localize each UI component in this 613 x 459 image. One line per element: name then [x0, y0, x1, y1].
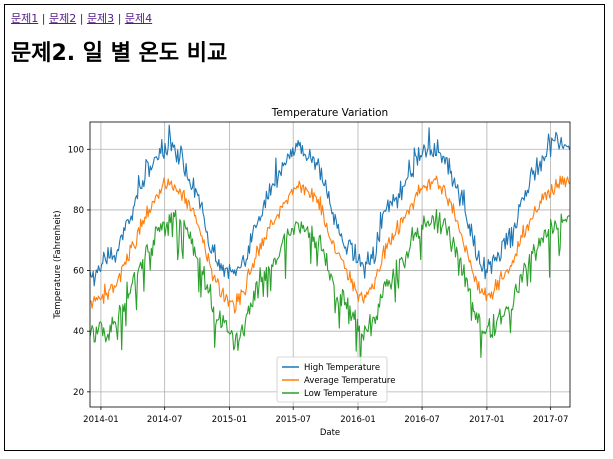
nav-separator: |: [41, 12, 46, 25]
nav-link-3[interactable]: 문제3: [86, 12, 115, 25]
x-tick-label: 2016-01: [340, 415, 376, 425]
x-tick-label: 2015-07: [275, 415, 311, 425]
y-tick-label: 60: [73, 267, 84, 277]
nav-separator: |: [117, 12, 122, 25]
series-line: [90, 175, 570, 314]
y-tick-label: 80: [73, 206, 84, 216]
y-tick-label: 20: [73, 388, 84, 398]
legend-label: Low Temperature: [304, 389, 377, 399]
series-line: [90, 124, 570, 287]
y-axis-label: Temperature (Fahrenheit): [53, 210, 63, 319]
x-tick-label: 2014-01: [83, 415, 119, 425]
series-line: [90, 209, 570, 372]
page-title: 문제2. 일 별 온도 비교: [11, 41, 228, 66]
nav-link-2[interactable]: 문제2: [48, 12, 77, 25]
y-tick-label: 100: [68, 145, 84, 155]
x-tick-label: 2014-07: [147, 415, 183, 425]
legend-label: Average Temperature: [304, 376, 395, 386]
x-axis-label: Date: [320, 428, 340, 437]
x-tick-label: 2016-07: [404, 415, 440, 425]
nav-bar: 문제1 | 문제2 | 문제3 | 문제4: [11, 10, 152, 26]
nav-separator: |: [79, 12, 84, 25]
legend-box: [276, 356, 388, 403]
x-tick-label: 2017-01: [469, 415, 505, 425]
nav-link-4[interactable]: 문제4: [124, 12, 153, 25]
temperature-chart: 2014-01 2014-07 2015-01 2015-07 2016-01 2016-…: [53, 107, 571, 437]
legend-label: High Temperature: [304, 363, 380, 373]
plot-frame: [89, 121, 571, 408]
nav-link-1[interactable]: 문제1: [11, 12, 39, 25]
y-tick-label: 40: [73, 327, 84, 337]
x-tick-label: 2015-01: [212, 415, 248, 425]
chart-title: Temperature Variation: [271, 107, 388, 119]
legend: High Temperature Average Temperature Low T…: [276, 356, 395, 403]
x-tick-label: 2017-07: [533, 415, 569, 425]
